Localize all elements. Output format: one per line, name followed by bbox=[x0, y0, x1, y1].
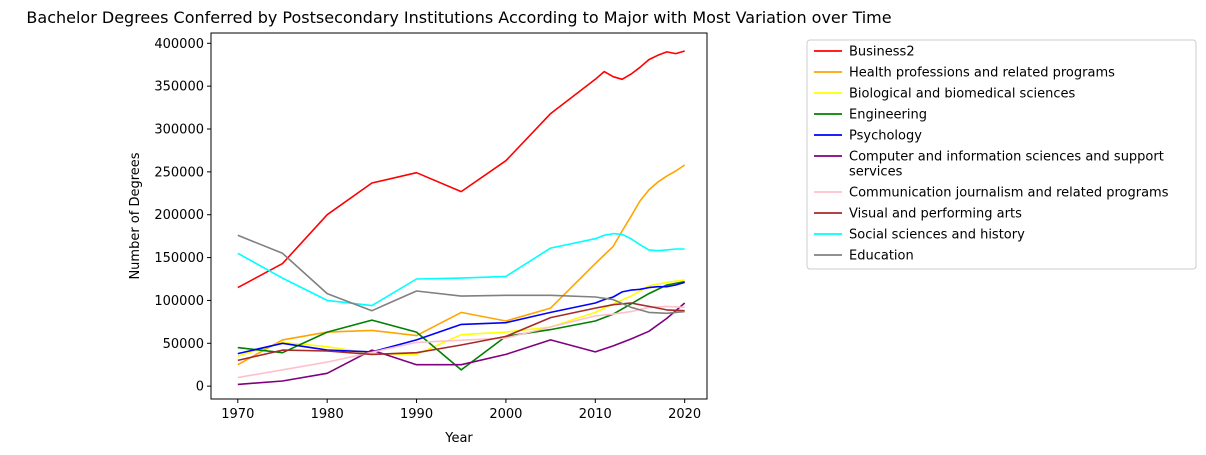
y-tick-label: 150000 bbox=[154, 251, 204, 266]
y-tick-label: 50000 bbox=[163, 337, 204, 352]
series-line-6 bbox=[237, 305, 685, 379]
x-axis-ticks: 1970 1980 1990 2000 2010 2020 bbox=[221, 399, 701, 422]
legend-label-4: Psychology bbox=[849, 129, 922, 144]
legend-label-2: Biological and biomedical sciences bbox=[849, 87, 1075, 102]
legend-label-1: Health professions and related programs bbox=[849, 66, 1115, 81]
legend-label-9: Education bbox=[849, 249, 914, 264]
x-tick-label: 1970 bbox=[221, 407, 254, 422]
legend-label-0: Business2 bbox=[849, 45, 915, 60]
chart-title: Bachelor Degrees Conferred by Postsecond… bbox=[26, 8, 891, 27]
x-tick-label: 2010 bbox=[579, 407, 612, 422]
x-axis-label: Year bbox=[444, 431, 473, 446]
y-tick-label: 0 bbox=[196, 380, 204, 395]
y-axis-ticks: 0 50000 100000 150000 200000 250000 300000 3500… bbox=[154, 37, 211, 395]
legend-label-7: Visual and performing arts bbox=[849, 207, 1022, 222]
y-tick-label: 100000 bbox=[154, 294, 204, 309]
series-line-7 bbox=[237, 302, 685, 362]
series-line-5 bbox=[237, 302, 686, 386]
legend-frame bbox=[806, 39, 1197, 270]
x-tick-label: 2000 bbox=[489, 407, 522, 422]
chart-legend: Business2 Health professions and related … bbox=[806, 39, 1197, 270]
y-tick-label: 300000 bbox=[154, 123, 204, 138]
y-tick-label: 400000 bbox=[154, 37, 204, 52]
series-line-1 bbox=[237, 164, 686, 366]
legend-label-3: Engineering bbox=[849, 108, 927, 123]
y-axis-label: Number of Degrees bbox=[128, 152, 143, 279]
plot-frame bbox=[210, 32, 708, 400]
series-line-0 bbox=[237, 50, 685, 289]
x-tick-label: 1990 bbox=[400, 407, 433, 422]
plot-lines bbox=[237, 50, 686, 386]
legend-label-6: Communication journalism and related pro… bbox=[849, 186, 1169, 201]
legend-label-5: Computer and information sciences and su… bbox=[849, 150, 1164, 180]
legend-label-8: Social sciences and history bbox=[849, 228, 1025, 243]
series-line-8 bbox=[237, 232, 685, 307]
y-tick-label: 200000 bbox=[154, 208, 204, 223]
x-tick-label: 2020 bbox=[668, 407, 701, 422]
x-tick-label: 1980 bbox=[311, 407, 344, 422]
y-tick-label: 250000 bbox=[154, 165, 204, 180]
series-line-9 bbox=[237, 234, 685, 315]
y-tick-label: 350000 bbox=[154, 80, 204, 95]
